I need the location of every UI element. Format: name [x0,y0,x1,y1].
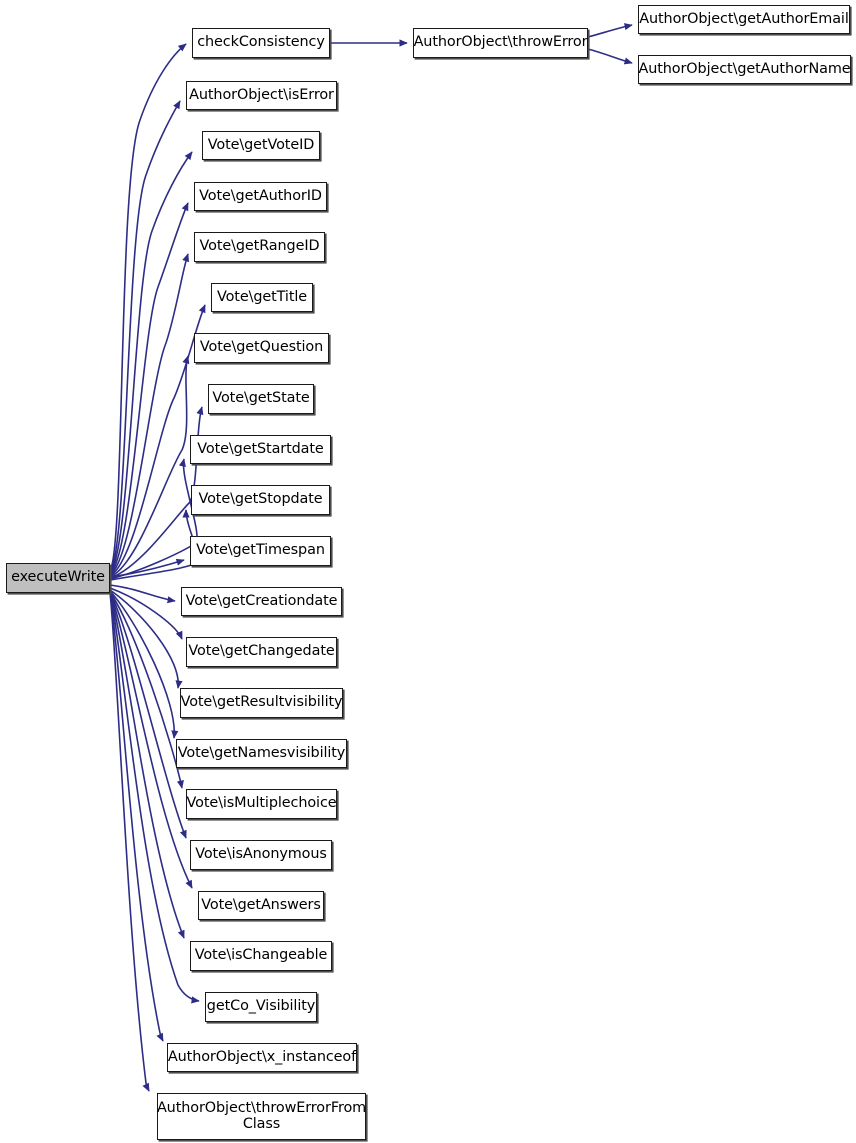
graph-node-getTimespan[interactable]: Vote\getTimespan [190,536,331,566]
graph-node-getQuestion[interactable]: Vote\getQuestion [194,333,329,363]
graph-node-getState[interactable]: Vote\getState [208,384,314,414]
call-edge [109,355,190,578]
call-edge [109,591,150,1092]
graph-node-getCreationdate[interactable]: Vote\getCreationdate [181,587,342,616]
call-edge [587,48,633,65]
graph-node-getResultvisibility[interactable]: Vote\getResultvisibility [180,688,343,718]
call-edge [109,591,193,889]
graph-node-getAuthorEmail[interactable]: AuthorObject\getAuthorEmail [638,5,850,34]
graph-node-getAnswers[interactable]: Vote\getAnswers [198,891,324,920]
call-edge [109,591,164,1042]
graph-node-isMultiplechoice[interactable]: Vote\isMultiplechoice [186,789,337,819]
graph-node-getTitle[interactable]: Vote\getTitle [211,283,313,312]
call-edge [109,151,193,574]
graph-node-isError[interactable]: AuthorObject\isError [186,81,337,110]
graph-node-getVoteID[interactable]: Vote\getVoteID [202,131,320,160]
call-edge [109,591,200,1004]
call-edge [109,253,190,576]
graph-node-getStopdate[interactable]: Vote\getStopdate [191,485,330,515]
call-edge [109,558,185,578]
call-edge [109,589,183,689]
call-edge [109,43,187,572]
graph-node-x_instanceof[interactable]: AuthorObject\x_instanceof [167,1043,357,1072]
graph-node-getAuthorName[interactable]: AuthorObject\getAuthorName [638,55,851,84]
call-edge [109,587,183,640]
graph-node-executeWrite[interactable]: executeWrite [6,563,110,593]
call-edge [109,100,181,573]
graph-node-throwError[interactable]: AuthorObject\throwError [413,28,588,58]
graph-node-getChangedate[interactable]: Vote\getChangedate [186,637,337,667]
graph-node-isChangeable[interactable]: Vote\isChangeable [190,941,332,971]
call-edge [109,202,189,575]
call-edge [109,591,185,939]
call-edge [109,591,187,839]
graph-node-throwErrorFromClass[interactable]: AuthorObject\throwErrorFrom Class [157,1093,366,1140]
call-edge [109,590,179,739]
call-edge [587,23,633,38]
call-edge [109,591,184,789]
graph-node-isAnonymous[interactable]: Vote\isAnonymous [190,840,332,870]
call-edge [109,509,200,581]
graph-node-getAuthorID[interactable]: Vote\getAuthorID [194,182,327,211]
graph-node-getStartdate[interactable]: Vote\getStartdate [190,435,331,464]
call-edge [109,584,176,604]
graph-node-getCo_Visibility[interactable]: getCo_Visibility [205,992,317,1022]
graph-node-getRangeID[interactable]: Vote\getRangeID [194,232,325,262]
graph-node-getNamesvisibility[interactable]: Vote\getNamesvisibility [176,739,347,768]
graph-node-checkConsistency[interactable]: checkConsistency [192,28,330,58]
